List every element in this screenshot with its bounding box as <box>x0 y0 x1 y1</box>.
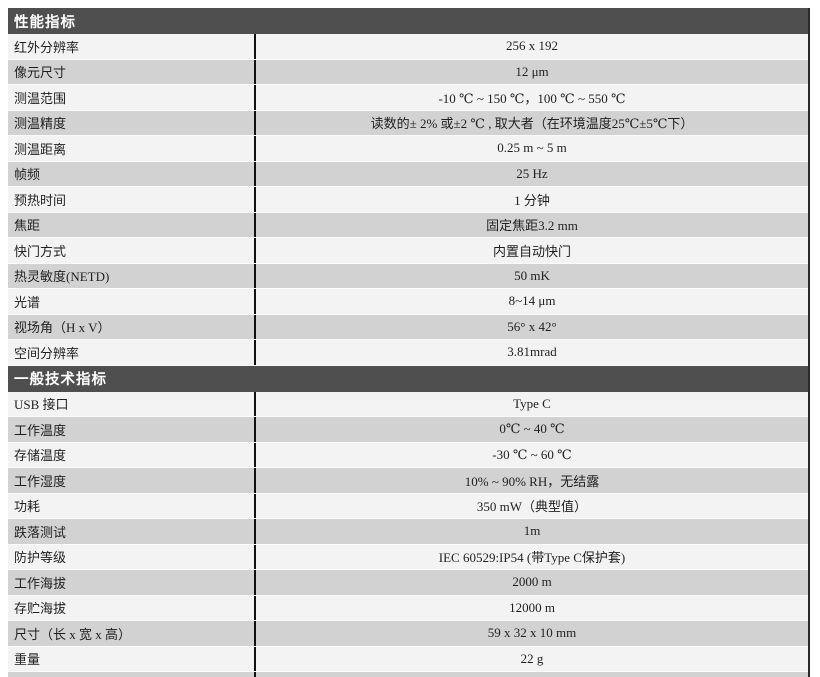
spec-label: 光谱 <box>14 294 41 310</box>
table-row: 存贮海拔 12000 m <box>8 595 808 621</box>
table-row: 视场角（H x V） 56° x 42° <box>8 314 808 340</box>
table-row: 快门方式 内置自动快门 <box>8 238 808 264</box>
table-row: 重量 22 g <box>8 646 808 672</box>
spec-label: 空间分辨率 <box>14 345 80 361</box>
spec-value: 12000 m <box>254 595 808 620</box>
spec-label: 工作海拔 <box>14 575 67 591</box>
table-row: 功耗 350 mW（典型值） <box>8 493 808 519</box>
spec-label: 帧频 <box>14 167 41 183</box>
spec-label: USB 接口 <box>14 397 69 413</box>
table-row: 工作温度 0℃ ~ 40 ℃ <box>8 417 808 443</box>
section-header: 性能指标 <box>8 8 808 34</box>
spec-label: 预热时间 <box>14 192 67 208</box>
spec-label: 尺寸（长 x 宽 x 高） <box>14 626 132 642</box>
spec-label: 跌落测试 <box>14 524 67 540</box>
spec-label <box>8 672 254 677</box>
spec-label: 防护等级 <box>14 550 67 566</box>
spec-value: 内置自动快门 <box>254 238 808 263</box>
spec-label: 测温精度 <box>14 116 67 132</box>
spec-label: 存储温度 <box>14 448 67 464</box>
spec-value: 8~14 μm <box>254 289 808 314</box>
partial-row-cutoff <box>8 672 808 677</box>
spec-value: -10 ℃ ~ 150 ℃，100 ℃ ~ 550 ℃ <box>254 85 808 110</box>
spec-table: 性能指标红外分辨率 256 x 192 像元尺寸 12 μm 测温范围 -10 ℃ ~ 1… <box>8 8 810 677</box>
spec-value: 固定焦距3.2 mm <box>254 212 808 237</box>
table-row: 热灵敏度(NETD) 50 mK <box>8 263 808 289</box>
table-row: 测温距离 0.25 m ~ 5 m <box>8 136 808 162</box>
spec-label: 快门方式 <box>14 243 67 259</box>
spec-value: 读数的± 2% 或±2 ℃ , 取大者（在环境温度25℃±5℃下） <box>254 110 808 135</box>
spec-value: 56° x 42° <box>254 314 808 339</box>
table-row: 跌落测试 1m <box>8 519 808 545</box>
table-row: 工作海拔 2000 m <box>8 570 808 596</box>
table-row: 红外分辨率 256 x 192 <box>8 34 808 60</box>
spec-label: 测温距离 <box>14 141 67 157</box>
spec-value: 59 x 32 x 10 mm <box>254 621 808 646</box>
spec-value: 1m <box>254 519 808 544</box>
spec-value: -30 ℃ ~ 60 ℃ <box>254 442 808 467</box>
table-row: 帧频 25 Hz <box>8 161 808 187</box>
spec-label: 红外分辨率 <box>14 39 80 55</box>
spec-value <box>254 672 808 677</box>
spec-value: 256 x 192 <box>254 34 808 59</box>
table-row: 像元尺寸 12 μm <box>8 59 808 85</box>
spec-value: 0℃ ~ 40 ℃ <box>254 417 808 442</box>
spec-label: 像元尺寸 <box>14 65 67 81</box>
spec-label: 功耗 <box>14 499 41 515</box>
table-row: 尺寸（长 x 宽 x 高） 59 x 32 x 10 mm <box>8 621 808 647</box>
spec-label: 工作湿度 <box>14 473 67 489</box>
spec-value: 0.25 m ~ 5 m <box>254 136 808 161</box>
table-row: USB 接口 Type C <box>8 391 808 417</box>
table-row: 焦距 固定焦距3.2 mm <box>8 212 808 238</box>
spec-value: 1 分钟 <box>254 187 808 212</box>
spec-label: 热灵敏度(NETD) <box>14 269 110 285</box>
spec-label: 测温范围 <box>14 90 67 106</box>
spec-value: 22 g <box>254 646 808 671</box>
table-row: 预热时间 1 分钟 <box>8 187 808 213</box>
table-row: 防护等级 IEC 60529:IP54 (带Type C保护套) <box>8 544 808 570</box>
spec-label: 工作温度 <box>14 422 67 438</box>
spec-value: Type C <box>254 391 808 416</box>
spec-label: 存贮海拔 <box>14 601 67 617</box>
table-row: 测温范围 -10 ℃ ~ 150 ℃，100 ℃ ~ 550 ℃ <box>8 85 808 111</box>
spec-value: 2000 m <box>254 570 808 595</box>
table-row: 空间分辨率 3.81mrad <box>8 340 808 366</box>
spec-value: 350 mW（典型值） <box>254 493 808 518</box>
spec-value: 10% ~ 90% RH，无结露 <box>254 468 808 493</box>
table-row: 工作湿度 10% ~ 90% RH，无结露 <box>8 468 808 494</box>
spec-label: 焦距 <box>14 218 41 234</box>
spec-value: 3.81mrad <box>254 340 808 365</box>
spec-label: 视场角（H x V） <box>14 320 111 336</box>
spec-value: 12 μm <box>254 59 808 84</box>
table-row: 存储温度 -30 ℃ ~ 60 ℃ <box>8 442 808 468</box>
table-row: 光谱 8~14 μm <box>8 289 808 315</box>
spec-value: 50 mK <box>254 263 808 288</box>
spec-label: 重量 <box>14 652 41 668</box>
table-row: 测温精度 读数的± 2% 或±2 ℃ , 取大者（在环境温度25℃±5℃下） <box>8 110 808 136</box>
spec-value: 25 Hz <box>254 161 808 186</box>
spec-value: IEC 60529:IP54 (带Type C保护套) <box>254 544 808 569</box>
section-header: 一般技术指标 <box>8 365 808 392</box>
